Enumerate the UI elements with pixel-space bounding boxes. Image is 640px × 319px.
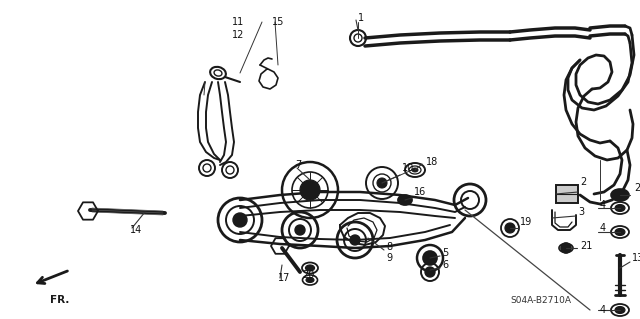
Circle shape <box>350 235 360 245</box>
Text: 14: 14 <box>130 225 142 235</box>
Text: 4: 4 <box>600 305 606 315</box>
Circle shape <box>300 180 320 200</box>
Text: FR.: FR. <box>51 295 70 305</box>
Circle shape <box>423 251 437 265</box>
Ellipse shape <box>305 265 314 271</box>
Text: 18: 18 <box>426 157 438 167</box>
Text: 2: 2 <box>580 177 586 187</box>
Text: 15: 15 <box>272 17 284 27</box>
Text: 17: 17 <box>278 273 291 283</box>
Text: 6: 6 <box>442 260 448 270</box>
Ellipse shape <box>615 204 625 211</box>
Ellipse shape <box>615 307 625 314</box>
Text: 9: 9 <box>386 253 392 263</box>
Ellipse shape <box>615 191 625 198</box>
Text: 13: 13 <box>632 253 640 263</box>
Text: 10: 10 <box>402 163 414 173</box>
Ellipse shape <box>611 189 629 201</box>
Ellipse shape <box>398 195 412 205</box>
Text: 4: 4 <box>600 200 606 210</box>
Circle shape <box>505 223 515 233</box>
Text: 16: 16 <box>414 187 426 197</box>
Text: 20: 20 <box>302 270 314 280</box>
Circle shape <box>233 213 247 227</box>
Text: 1: 1 <box>358 13 364 23</box>
Circle shape <box>295 225 305 235</box>
Ellipse shape <box>412 168 418 172</box>
Text: 21: 21 <box>580 241 593 251</box>
Text: 12: 12 <box>232 30 244 40</box>
Ellipse shape <box>401 197 409 203</box>
Text: 20: 20 <box>634 183 640 193</box>
Text: S04A-B2710A: S04A-B2710A <box>510 296 572 305</box>
Circle shape <box>377 178 387 188</box>
Text: 5: 5 <box>442 248 448 258</box>
Text: 19: 19 <box>520 217 532 227</box>
Text: 11: 11 <box>232 17 244 27</box>
Circle shape <box>425 267 435 277</box>
Text: 4: 4 <box>600 223 606 233</box>
Text: 8: 8 <box>386 242 392 252</box>
Ellipse shape <box>306 278 314 283</box>
Circle shape <box>561 243 571 253</box>
Bar <box>556 185 578 203</box>
Text: 7: 7 <box>295 160 301 170</box>
Text: 3: 3 <box>578 207 584 217</box>
Ellipse shape <box>615 228 625 235</box>
